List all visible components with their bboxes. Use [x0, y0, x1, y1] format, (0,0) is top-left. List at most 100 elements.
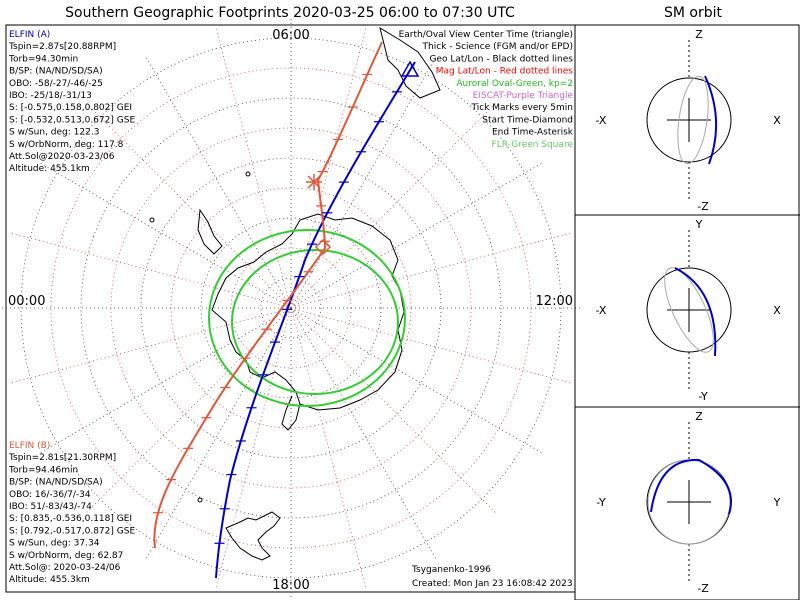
lon-spoke: [290, 307, 497, 514]
antarctic-peninsula: [281, 395, 301, 431]
legend-entry: Auroral Oval-Green, kp=2: [456, 79, 573, 89]
credit-created: Created: Mon Jan 23 16:08:42 2023: [412, 579, 573, 589]
lat-circle: [200, 217, 382, 399]
orbit-axis-label-right: X: [773, 114, 781, 127]
elfin-a-info-line: IBO: -25/18/-31/13: [9, 91, 92, 101]
lon-spoke: [290, 102, 497, 309]
legend-entry: Mag Lat/Lon - Red dotted lines: [436, 67, 574, 77]
lon-spoke: [290, 307, 543, 454]
orbit-axis-label-left: -X: [596, 304, 607, 317]
australia-coastline: [379, 26, 441, 99]
elfin-a-info-line: Torb=94.30min: [8, 54, 78, 64]
lon-spoke: [39, 307, 292, 454]
elfin-a-info-line: Altitude: 455.1km: [9, 164, 90, 174]
lon-spoke: [145, 56, 292, 309]
legend-entry: EISCAT-Purple Triangle: [473, 91, 574, 101]
elfin-b-info-line: S w/Sun, deg: 37.34: [9, 539, 100, 549]
island: [197, 497, 203, 503]
orbit-panel: Z -Z -Y Y: [596, 410, 780, 595]
orbit-panel-frame: [574, 24, 800, 600]
lon-spoke: [290, 56, 437, 309]
island: [149, 217, 155, 223]
orbit-a: [650, 458, 732, 515]
elfin-b-start-diamond: [314, 238, 332, 256]
figure-title: Southern Geographic Footprints 2020-03-2…: [65, 5, 515, 21]
island: [245, 171, 251, 177]
orbit-panels: Z -Z -X X Y -Y -X X Z -Z -Y Y: [596, 28, 782, 595]
hour-label-right: 12:00: [536, 294, 573, 309]
legend-entry: Thick - Science (FGM and/or EPD): [422, 42, 573, 52]
elfin-b-info-line: Torb=94.46min: [8, 465, 78, 475]
lon-spoke: [290, 162, 543, 309]
polar-map: [1, 18, 581, 598]
orbit-axis-label-bottom: -Z: [697, 200, 709, 213]
elfin-b-info-line: S: [0.835,-0.536,0.118] GEI: [9, 514, 132, 524]
orbit-axis-label-bottom: -Z: [697, 582, 709, 595]
lat-circle: [20, 37, 562, 579]
lon-spoke: [85, 102, 292, 309]
elfin-a-center-triangle: [400, 60, 420, 77]
orbit-a: [674, 267, 717, 357]
auroral-oval-outer: [208, 229, 406, 407]
lat-circle: [260, 277, 322, 339]
south-america-coastline: [225, 511, 281, 561]
lon-spoke: [145, 307, 292, 560]
orbit-axis-label-top: Z: [695, 28, 703, 41]
orbit-axis-label-bottom: -Y: [698, 390, 708, 403]
antarctica-coastline: [211, 213, 405, 411]
elfin-a-info-line: Tspin=2.87s[20.88RPM]: [8, 42, 116, 52]
auroral-oval-inner: [231, 249, 399, 395]
elfin-a-info-line: S w/OrbNorm, deg: 117.8: [9, 140, 124, 150]
elfin-b-end-asterisk: [306, 174, 322, 190]
elfin-b-ticks: [153, 73, 373, 514]
elfin-a-name: ELFIN (A): [9, 30, 50, 40]
lat-circle: [80, 97, 502, 519]
elfin-b-info-line: Altitude: 455.3km: [9, 575, 90, 585]
orbit-axis-label-top: Z: [695, 410, 703, 423]
lat-circle: [140, 157, 442, 459]
orbit-b: [664, 267, 714, 353]
credit-author: Tsyganenko-1996: [411, 565, 491, 575]
legend-entry: Earth/Oval View Center Time (triangle): [399, 30, 573, 40]
elfin-a-info-line: S w/Sun, deg: 122.3: [9, 128, 99, 138]
africa-coastline: [197, 208, 223, 255]
elfin-b-info-line: Tspin=2.81s[21.30RPM]: [8, 453, 116, 463]
elfin-b-track: [153, 41, 383, 549]
orbit-panel: Z -Z -X X: [596, 28, 782, 213]
elfin-b-name: ELFIN (B): [9, 441, 50, 451]
lon-spoke: [215, 27, 292, 309]
elfin-a-track: [215, 61, 416, 579]
orbit-axis-label-right: Y: [773, 496, 781, 509]
orbit-axis-label-top: Y: [695, 218, 703, 231]
legend-entry: Tick Marks every 5min: [471, 103, 573, 113]
lon-spoke: [10, 307, 292, 384]
elfin-a-info-line: Att.Sol@2020-03-23/06: [9, 152, 115, 162]
lon-spoke: [10, 232, 292, 309]
elfin-a-info-line: OBO: -58/-27/-46/-25: [9, 79, 103, 89]
elfin-a-info: ELFIN (A) Tspin=2.87s[20.88RPM] Torb=94.3…: [8, 30, 135, 174]
lon-spoke: [290, 232, 572, 309]
mag-lon-spokes: [1, 18, 581, 598]
elfin-a-info-line: S: [-0.532,0.513,0.672] GSE: [9, 115, 135, 125]
hour-label-top: 06:00: [272, 28, 309, 43]
orbit-panel: Y -Y -X X: [596, 218, 782, 403]
elfin-b-info-line: IBO: 51/-83/43/-74: [9, 502, 92, 512]
lon-spoke: [290, 307, 437, 560]
legend: Earth/Oval View Center Time (triangle) Th…: [399, 30, 574, 150]
legend-entry: Geo Lat/Lon - Black dotted lines: [429, 54, 573, 64]
elfin-b-info-line: S: [0.792,-0.517,0.872] GSE: [9, 526, 135, 536]
orbit-axis-label-left: -Y: [596, 496, 606, 509]
orbit-axis-label-right: X: [773, 304, 781, 317]
elfin-b-info: ELFIN (B) Tspin=2.81s[21.30RPM] Torb=94.4…: [8, 441, 135, 585]
elfin-b-info-line: S w/OrbNorm, deg: 62.87: [9, 551, 123, 561]
elfin-b-info-line: Att.Sol@: 2020-03-24/06: [9, 563, 121, 573]
orbit-b: [677, 75, 709, 165]
elfin-a-info-line: B/SP: (NA/ND/SD/SA): [9, 67, 103, 77]
lon-spoke: [215, 307, 292, 589]
elfin-a-ticks: [214, 91, 402, 544]
orbit-a: [704, 75, 718, 165]
elfin-b-info-line: OBO: 16/-36/7/-34: [9, 490, 91, 500]
lon-spoke: [290, 307, 367, 589]
legend-entry: FLR-Green Square: [492, 140, 574, 150]
